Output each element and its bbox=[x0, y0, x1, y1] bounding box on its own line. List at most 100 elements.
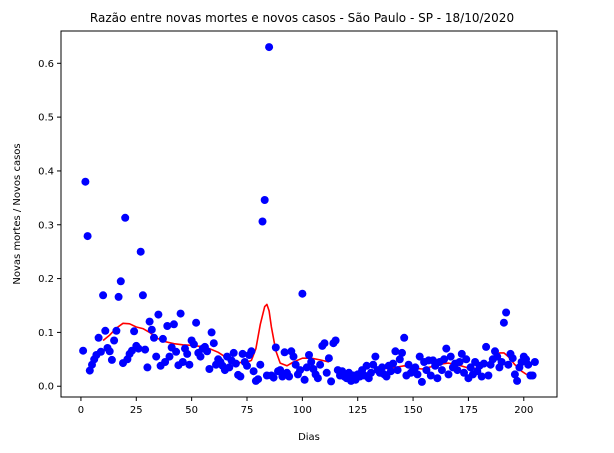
data-point bbox=[158, 334, 167, 343]
data-point bbox=[143, 363, 152, 372]
data-point bbox=[101, 326, 110, 335]
data-point bbox=[440, 355, 449, 364]
data-point bbox=[165, 352, 174, 361]
data-point bbox=[138, 291, 147, 300]
y-tick-label: 0.4 bbox=[38, 166, 54, 177]
chart-title: Razão entre novas mortes e novos casos -… bbox=[90, 11, 514, 25]
y-tick-label: 0.3 bbox=[38, 220, 54, 231]
data-point bbox=[265, 43, 274, 52]
data-point bbox=[260, 196, 269, 204]
data-point bbox=[209, 339, 218, 348]
data-point bbox=[136, 247, 145, 256]
data-point bbox=[147, 325, 156, 334]
y-tick-label: 0.1 bbox=[38, 328, 54, 339]
data-point bbox=[185, 360, 194, 369]
data-point bbox=[79, 346, 88, 355]
data-point bbox=[524, 360, 533, 369]
data-point bbox=[145, 317, 154, 326]
y-tick-label: 0.2 bbox=[38, 274, 54, 285]
data-point bbox=[207, 328, 216, 337]
data-point bbox=[389, 359, 398, 368]
data-point bbox=[395, 355, 404, 364]
data-point bbox=[271, 343, 280, 352]
data-point bbox=[196, 352, 205, 361]
data-point bbox=[455, 358, 464, 366]
data-point bbox=[362, 361, 371, 370]
data-point bbox=[169, 320, 178, 329]
data-point bbox=[236, 372, 245, 381]
data-point bbox=[291, 360, 300, 369]
data-point bbox=[254, 375, 263, 384]
data-point bbox=[484, 371, 493, 380]
data-point bbox=[225, 363, 234, 372]
data-point bbox=[121, 213, 130, 222]
data-point bbox=[285, 372, 294, 381]
data-point bbox=[530, 358, 539, 366]
data-point bbox=[107, 355, 116, 364]
data-point bbox=[442, 344, 451, 353]
data-point bbox=[81, 177, 90, 186]
data-point bbox=[400, 333, 409, 342]
data-point bbox=[510, 370, 519, 379]
data-point bbox=[298, 289, 307, 298]
data-point bbox=[433, 374, 442, 383]
plot-area-frame bbox=[60, 30, 558, 398]
data-point bbox=[371, 352, 380, 361]
data-point bbox=[150, 333, 158, 342]
data-point bbox=[320, 339, 329, 348]
data-point bbox=[502, 308, 511, 317]
x-tick-label: 25 bbox=[130, 405, 143, 416]
data-point bbox=[105, 347, 114, 356]
data-point bbox=[426, 371, 435, 380]
x-tick-label: 0 bbox=[78, 405, 84, 416]
data-point bbox=[231, 359, 240, 368]
data-point bbox=[497, 358, 506, 366]
data-point bbox=[163, 322, 172, 330]
data-point bbox=[398, 348, 406, 357]
data-point bbox=[444, 370, 453, 379]
data-point bbox=[172, 347, 181, 356]
data-point bbox=[152, 352, 161, 361]
data-point bbox=[176, 309, 185, 318]
data-point bbox=[369, 360, 378, 369]
data-point bbox=[417, 377, 426, 386]
data-point bbox=[154, 310, 163, 319]
y-tick-label: 0.0 bbox=[38, 382, 54, 393]
data-point bbox=[305, 351, 313, 359]
data-point bbox=[504, 360, 513, 369]
data-point bbox=[446, 352, 455, 361]
data-point bbox=[322, 368, 331, 377]
data-point bbox=[99, 291, 108, 300]
data-point bbox=[513, 376, 522, 385]
data-point bbox=[112, 326, 121, 335]
x-tick-label: 150 bbox=[404, 405, 423, 416]
data-point bbox=[316, 360, 325, 369]
data-point bbox=[243, 361, 251, 370]
data-point bbox=[493, 352, 502, 361]
data-point bbox=[161, 358, 170, 366]
data-point bbox=[313, 374, 322, 383]
data-point bbox=[331, 336, 340, 345]
data-point bbox=[269, 373, 278, 382]
x-tick-label: 100 bbox=[293, 405, 312, 416]
data-point bbox=[203, 347, 212, 356]
data-point bbox=[386, 367, 395, 376]
data-point bbox=[114, 292, 123, 301]
data-point bbox=[96, 347, 105, 356]
data-point bbox=[289, 352, 298, 361]
data-point bbox=[391, 347, 400, 356]
data-point bbox=[192, 318, 201, 327]
data-point bbox=[296, 366, 305, 375]
data-point bbox=[189, 340, 198, 349]
data-point bbox=[276, 366, 285, 375]
data-point bbox=[393, 366, 402, 375]
data-point bbox=[453, 366, 462, 375]
data-point bbox=[411, 363, 420, 372]
x-axis-label: Dias bbox=[298, 432, 320, 443]
x-tick-label: 175 bbox=[459, 405, 478, 416]
x-tick-label: 50 bbox=[185, 405, 198, 416]
data-point bbox=[324, 354, 333, 363]
data-point bbox=[477, 372, 486, 381]
data-point bbox=[460, 368, 468, 377]
